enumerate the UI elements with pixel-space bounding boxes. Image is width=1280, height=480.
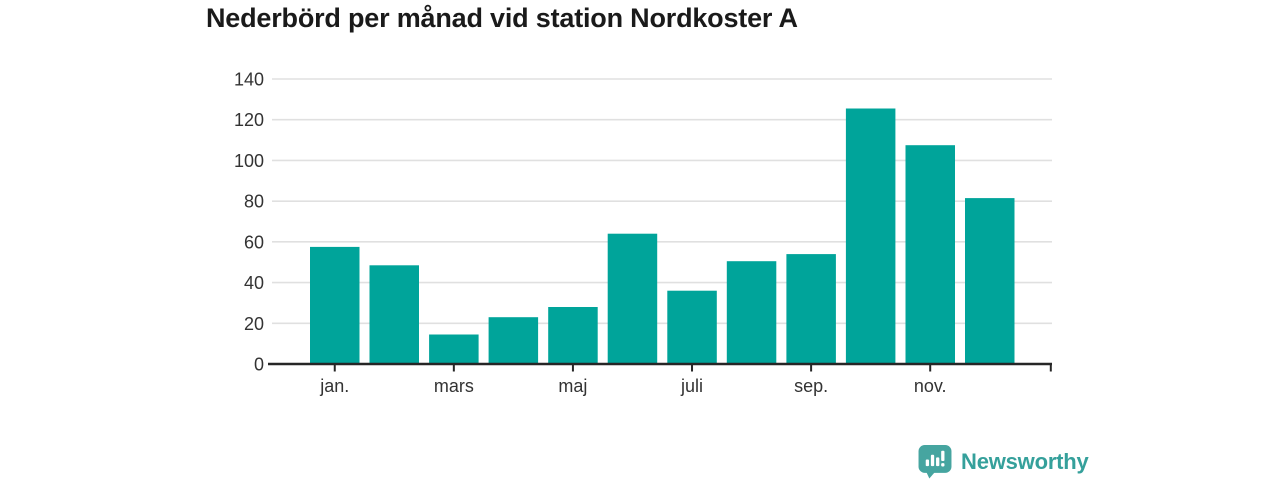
bar-mars — [429, 334, 479, 364]
y-tick-label-80: 80 — [244, 192, 264, 212]
bar-dec. — [965, 198, 1015, 364]
bar-feb. — [369, 265, 419, 364]
logo-mini-bars — [925, 450, 945, 467]
y-tick-label-20: 20 — [244, 314, 264, 334]
y-tick-label-120: 120 — [234, 110, 264, 130]
logo-bubble — [918, 445, 952, 479]
brand-text: Newsworthy — [961, 448, 1089, 474]
bar-okt. — [845, 108, 896, 364]
bar-juli — [667, 290, 717, 364]
y-tick-label-40: 40 — [244, 273, 264, 293]
x-tick-label-sep.: sep. — [794, 376, 828, 396]
x-tick-label-nov.: nov. — [914, 376, 947, 396]
bar-nov. — [905, 145, 955, 364]
bar-jan. — [310, 246, 360, 364]
chart-title: Nederbörd per månad vid station Nordkost… — [206, 3, 798, 33]
x-tick-label-juli: juli — [680, 376, 703, 396]
x-tick-label-mars: mars — [434, 376, 474, 396]
y-tick-label-100: 100 — [234, 151, 264, 171]
y-tick-label-60: 60 — [244, 232, 264, 252]
bar-aug. — [726, 261, 777, 364]
bar-maj — [548, 307, 598, 364]
y-tick-label-0: 0 — [254, 355, 264, 375]
x-tick-label-maj: maj — [558, 376, 587, 396]
bar-sep. — [786, 254, 836, 364]
bar-apr. — [488, 317, 539, 364]
x-tick-label-jan.: jan. — [319, 376, 349, 396]
bar-chart-speech-bubble-icon — [918, 445, 952, 479]
newsworthy-brand-logo[interactable]: Newsworthy — [917, 444, 1089, 479]
bar-juni — [607, 233, 658, 364]
y-tick-label-140: 140 — [234, 70, 264, 90]
